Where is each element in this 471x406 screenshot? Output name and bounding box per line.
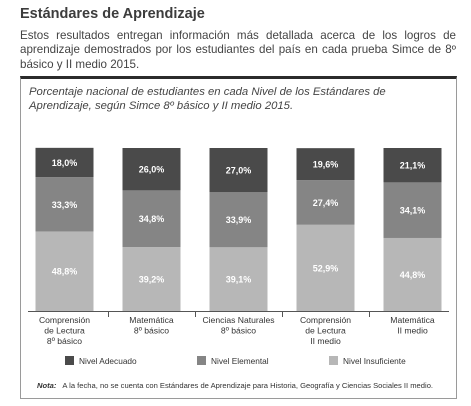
category-label: Comprensión <box>39 315 90 325</box>
data-label-elemental: 27,4% <box>313 198 339 208</box>
bar-segment-insuficiente <box>296 224 355 311</box>
intro-paragraph: Estos resultados entregan información má… <box>20 29 456 71</box>
bar-segment-elemental <box>209 192 268 248</box>
bar-segment-adecuado <box>122 148 181 191</box>
category-label: 8º básico <box>47 336 82 346</box>
category-label: de Lectura <box>44 326 85 336</box>
data-label-adecuado: 26,0% <box>139 165 165 175</box>
legend-label-adecuado: Nivel Adecuado <box>79 356 137 366</box>
category-label: de Lectura <box>305 326 346 336</box>
legend-label-insuficiente: Nivel Insuficiente <box>343 356 406 366</box>
data-label-insuficiente: 39,2% <box>139 275 165 285</box>
bar-segment-adecuado <box>383 148 442 183</box>
chart-title: Porcentaje nacional de estudiantes en ca… <box>29 86 386 112</box>
footnote-label: Nota: <box>37 381 57 390</box>
footnote-text: A la fecha, no se cuenta con Estándares … <box>62 381 434 390</box>
data-label-insuficiente: 48,8% <box>52 267 78 277</box>
bar-segment-elemental <box>383 182 442 238</box>
data-label-adecuado: 19,6% <box>313 160 339 170</box>
category-label: 8º básico <box>221 326 256 336</box>
bar-segment-insuficiente <box>122 247 181 311</box>
category-label: 8º básico <box>134 326 169 336</box>
category-label: Ciencias Naturales <box>202 315 274 325</box>
legend-swatch-insuficiente <box>329 356 338 365</box>
bar-segment-adecuado <box>296 148 355 181</box>
data-label-adecuado: 27,0% <box>226 166 252 176</box>
data-label-elemental: 33,3% <box>52 200 78 210</box>
bar-segment-elemental <box>35 177 94 232</box>
category-label: Matemática <box>129 315 174 325</box>
bar-segment-insuficiente <box>35 231 94 311</box>
bar-segment-adecuado <box>209 148 268 193</box>
data-label-elemental: 34,8% <box>139 214 165 224</box>
data-label-elemental: 33,9% <box>226 215 252 225</box>
bar-segment-adecuado <box>35 147 94 178</box>
bar-segment-elemental <box>122 190 181 248</box>
legend-swatch-adecuado <box>65 356 74 365</box>
data-label-adecuado: 18,0% <box>52 158 78 168</box>
legend-swatch-elemental <box>197 356 206 365</box>
data-label-elemental: 34,1% <box>400 206 426 216</box>
data-label-insuficiente: 52,9% <box>313 263 339 273</box>
bar-segment-insuficiente <box>383 237 442 311</box>
footnote: Nota: A la fecha, no se cuenta con Estánd… <box>37 381 433 390</box>
page-heading: Estándares de Aprendizaje <box>20 6 205 22</box>
legend-label-elemental: Nivel Elemental <box>211 356 269 366</box>
category-label: II medio <box>310 336 341 346</box>
data-label-insuficiente: 44,8% <box>400 270 426 280</box>
bar-segment-insuficiente <box>209 247 268 311</box>
bar-segment-elemental <box>296 180 355 225</box>
chart-panel: Porcentaje nacional de estudiantes en ca… <box>20 76 457 399</box>
data-label-adecuado: 21,1% <box>400 161 426 171</box>
category-label: II medio <box>397 326 428 336</box>
category-label: Matemática <box>390 315 435 325</box>
category-label: Comprensión <box>300 315 351 325</box>
data-label-insuficiente: 39,1% <box>226 275 252 285</box>
